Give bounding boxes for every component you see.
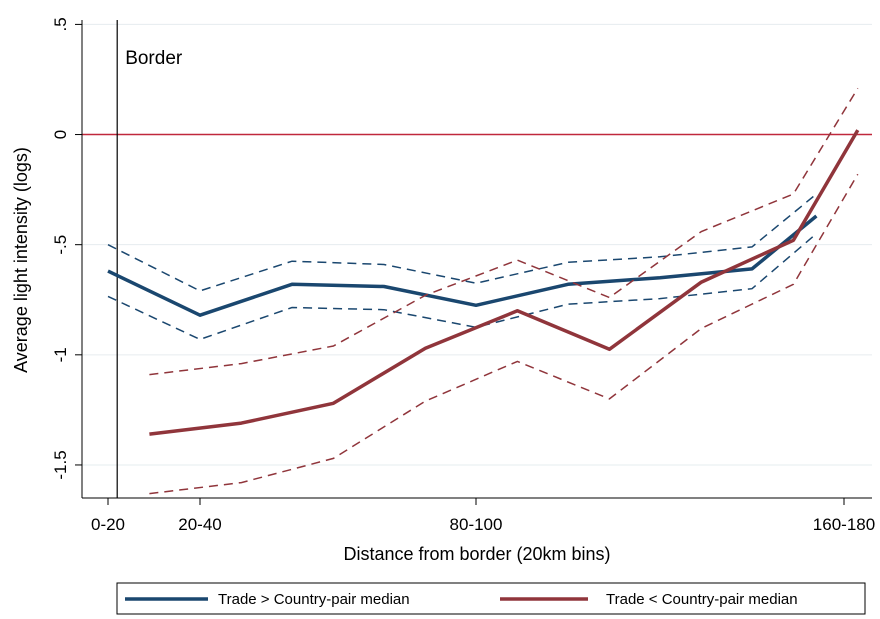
series-2 <box>149 87 860 495</box>
y-tick-label: -1.5 <box>51 450 70 479</box>
y-tick-label: .5 <box>51 17 70 31</box>
legend: Trade > Country-pair median Trade < Count… <box>116 582 866 615</box>
ci-upper-line <box>107 193 817 292</box>
border-annotation: Border <box>125 48 183 69</box>
x-tick-label: 0-20 <box>91 515 125 534</box>
ci-lower-line <box>107 233 817 341</box>
legend-box <box>116 582 866 615</box>
legend-label: Trade < Country-pair median <box>606 591 798 608</box>
ci-lower-line <box>149 173 859 495</box>
series-line <box>149 129 860 436</box>
x-axis-title: Distance from border (20km bins) <box>343 544 610 564</box>
reference-lines: Border <box>82 20 872 498</box>
y-tick-label: -.5 <box>51 235 70 255</box>
x-tick-label: 20-40 <box>178 515 221 534</box>
x-tick-label: 80-100 <box>450 515 503 534</box>
ci-upper-line <box>149 87 859 376</box>
y-axis-title: Average light intensity (logs) <box>11 147 31 373</box>
series-layer <box>107 87 860 495</box>
y-tick-label: -1 <box>51 347 70 362</box>
axes: .5 0 -.5 -1 -1.5 0-20 20-40 80-100 160-180 <box>51 17 875 534</box>
legend-label: Trade > Country-pair median <box>218 591 410 608</box>
y-tick-label: 0 <box>51 130 70 139</box>
x-tick-label: 160-180 <box>813 515 875 534</box>
plot-area <box>82 20 872 498</box>
